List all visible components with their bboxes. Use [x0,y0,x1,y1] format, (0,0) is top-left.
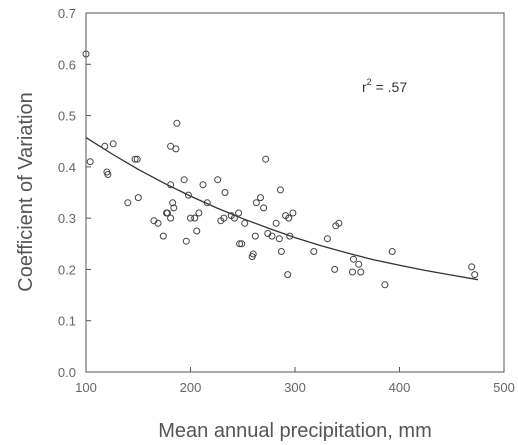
data-point [275,235,283,243]
y-tick-label: 0.0 [58,365,76,380]
data-point [257,194,264,202]
data-point [167,181,175,189]
data-point [323,235,331,243]
data-point [82,50,90,58]
r-squared-annotation: r2 = .57 [362,77,407,95]
data-point [214,176,222,184]
data-point [468,263,476,271]
x-axis-title: Mean annual precipitation, mm [158,420,431,442]
data-point [170,204,178,212]
data-point [252,199,260,207]
data-point [191,214,199,222]
data-point [154,219,162,227]
data-point [268,232,276,240]
data-point [182,237,190,245]
data-point [262,155,270,163]
data-point [230,214,238,222]
data-point [388,248,396,255]
data-point [220,214,228,222]
data-point [193,227,201,235]
regression-curve [85,137,479,281]
data-point [276,186,284,194]
data-point [241,219,249,227]
data-point [350,255,357,263]
r-squared-superscript: 2 [367,77,372,87]
data-point [335,219,343,227]
x-tick-label: 200 [180,380,202,395]
data-point [331,265,339,273]
data-point [167,214,175,222]
data-point [133,155,141,163]
data-point [272,219,280,227]
data-point [471,271,479,279]
data-point [169,199,177,207]
data-point [159,232,167,240]
data-point [357,268,365,276]
data-point [203,199,211,207]
y-tick-label: 0.6 [58,57,76,72]
data-point [173,119,181,127]
data-point [109,140,117,148]
data-point [286,232,294,240]
data-point [349,268,356,276]
data-point [86,158,94,166]
data-point [284,271,292,279]
x-tick-label: 400 [389,380,411,395]
data-point [260,204,268,212]
data-point [381,281,389,289]
data-point [310,248,318,255]
y-axis-title: Coefficient of Variation [15,92,37,291]
data-point [172,145,180,153]
x-tick-label: 300 [284,380,306,395]
data-point [285,214,293,222]
data-point [195,209,203,217]
y-tick-label: 0.4 [58,160,76,175]
data-point [199,181,207,189]
x-tick-labels: 100 200 300 400 500 [75,380,515,395]
data-point [289,209,297,217]
data-point [164,209,171,217]
data-point [104,171,112,178]
data-points [82,50,479,289]
y-tick-label: 0.7 [58,6,76,21]
data-point [184,191,192,199]
data-point [251,232,259,240]
data-point [221,189,229,196]
data-point [249,250,257,258]
data-point [355,260,363,268]
y-tick-label: 0.2 [58,262,76,277]
data-point [124,199,132,207]
y-tick-label: 0.3 [58,211,76,226]
data-point [180,176,188,184]
data-point [187,214,194,222]
r-squared-value: = .57 [372,79,408,95]
data-point [134,194,142,202]
plot-frame [85,12,505,373]
y-tick-labels: 0.0 0.1 0.2 0.3 0.4 0.5 0.6 0.7 [58,6,76,380]
x-tick-label: 100 [75,380,97,395]
data-point [238,240,246,248]
y-tick-label: 0.1 [58,314,76,329]
data-point [236,240,244,248]
x-tick-label: 500 [493,380,515,395]
data-point [101,142,109,150]
r-squared-base: r [362,79,367,95]
axis-ticks [85,12,505,373]
data-point [277,248,285,255]
data-point [131,155,139,163]
y-tick-label: 0.5 [58,109,76,124]
data-point [235,209,243,217]
